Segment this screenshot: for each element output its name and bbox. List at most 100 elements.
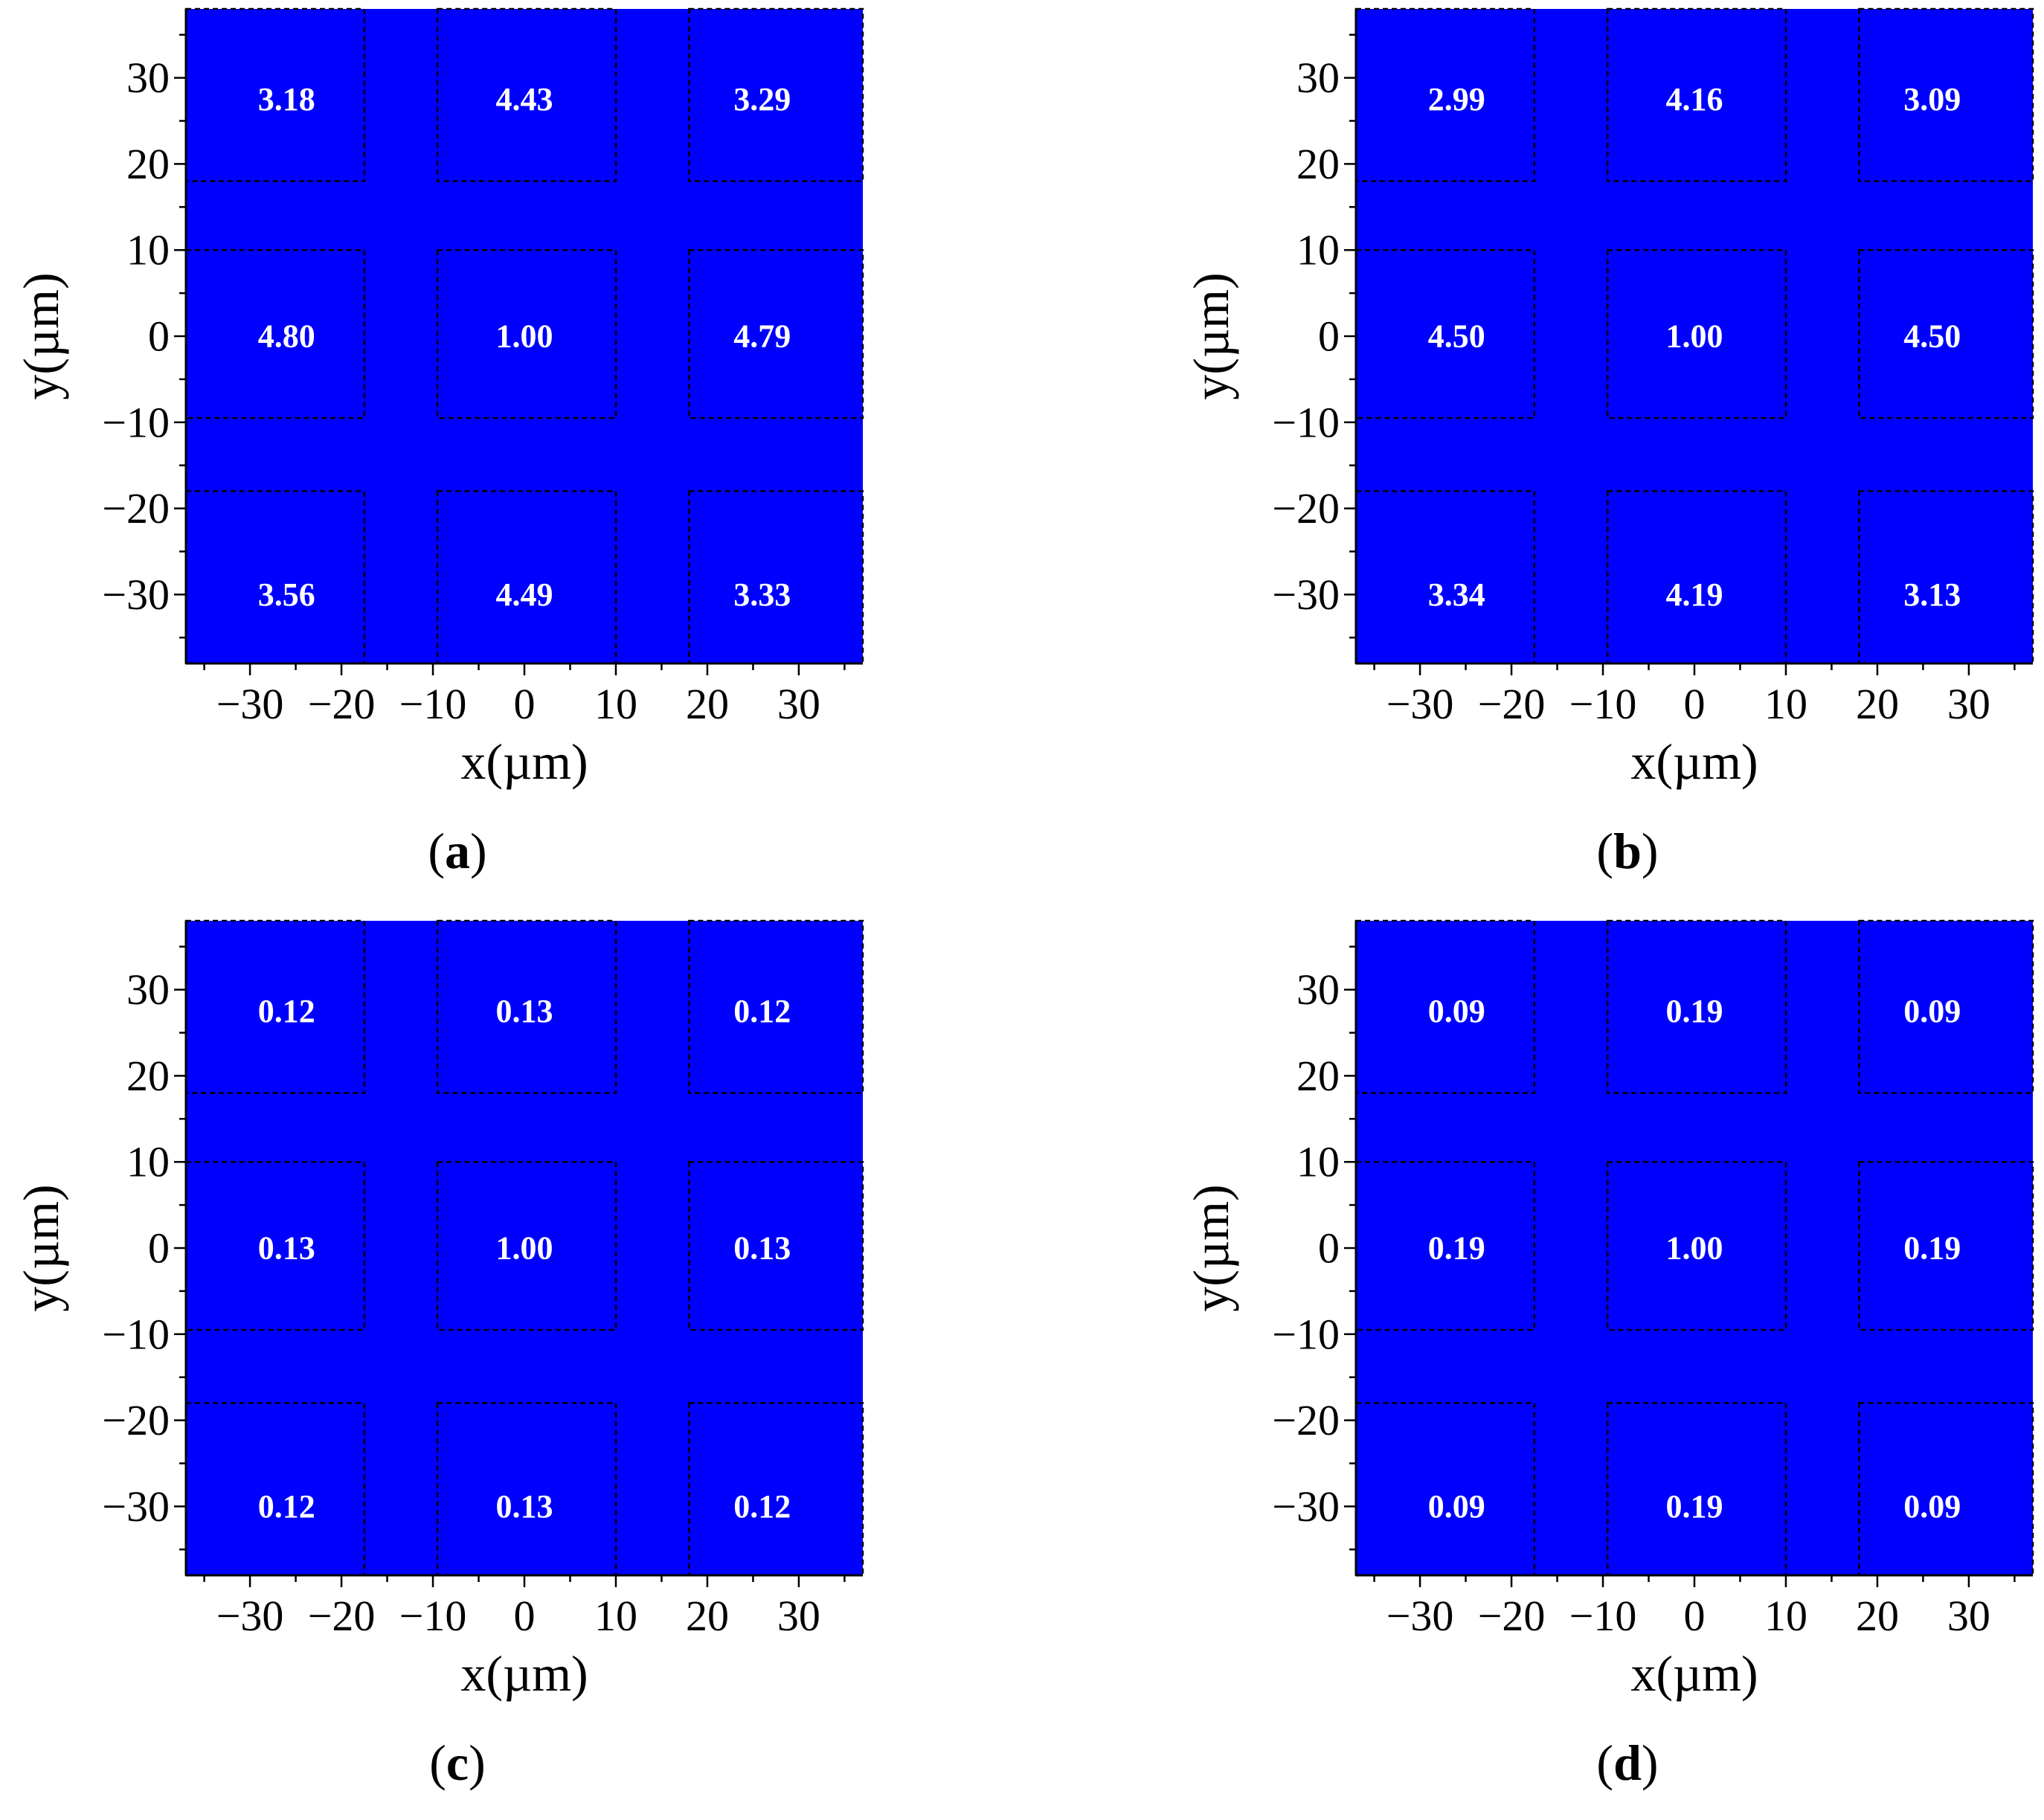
data-label-r2-c1: 4.19 [1666,576,1723,613]
x-tick-label: 10 [1764,680,1807,728]
region-outline-r0-c1 [1606,7,1787,182]
y-tick-label: 20 [1296,140,1340,188]
data-label-r0-c1: 4.43 [496,81,553,118]
caption-letter: a [445,823,470,879]
x-axis-title: x(µm) [460,733,588,790]
region-outline-r0-c0 [1354,7,1536,182]
x-tick-label: 0 [1684,680,1706,728]
y-tick-label: 20 [126,140,170,188]
y-axis-title: y(µm) [13,1184,69,1311]
x-tick-label: −30 [216,680,284,728]
panel-caption: (c) [429,1734,486,1791]
x-tick-label: 20 [1856,1592,1899,1640]
y-tick-label: −10 [1272,398,1340,446]
plot-area [186,921,863,1575]
panel-c: 0.12 0.13 0.120.13 1.00 0.130.12 0.13 0.12−30−… [13,919,864,1791]
region-outline-r1-c1 [436,1160,617,1331]
region-outline-r0-c0 [1354,919,1536,1094]
y-tick-label: −30 [102,1482,170,1531]
y-tick-label: −20 [102,1396,170,1444]
x-tick-label: 10 [594,680,637,728]
plot-area [186,9,863,663]
data-label-r2-c0: 0.12 [258,1488,315,1525]
caption-close-paren: ) [470,823,487,879]
x-tick-label: −30 [216,1592,284,1640]
data-label-r2-c1: 0.19 [1666,1488,1723,1525]
x-tick-label: 20 [1856,680,1899,728]
x-tick-label: 30 [1947,680,1990,728]
x-tick-label: −10 [399,680,467,728]
data-label-r2-c0: 3.34 [1428,576,1485,613]
y-axis-title: y(µm) [1183,272,1239,399]
data-label-r1-c0: 4.50 [1428,318,1485,355]
region-outline-r0-c1 [1606,919,1787,1094]
data-label-r2-c2: 3.33 [733,576,791,613]
region-outline-r1-c1 [436,248,617,419]
y-tick-label: 0 [1318,1224,1340,1273]
data-label-r1-c1: 1.00 [1666,1230,1723,1267]
data-label-r1-c0: 4.80 [258,318,315,355]
region-outline-r1-c1 [1606,248,1787,419]
panel-b: 2.99 4.16 3.094.50 1.00 4.503.34 4.19 3.13−30−… [1183,7,2034,879]
panel-caption: (d) [1596,1734,1658,1791]
data-label-r0-c2: 0.12 [733,993,791,1029]
panel-a: 3.18 4.43 3.294.80 1.00 4.793.56 4.49 3.33−30−… [13,7,864,879]
x-tick-label: 20 [686,680,729,728]
y-tick-label: 0 [148,312,170,361]
region-outline-r0-c0 [184,919,366,1094]
y-tick-label: −20 [102,484,170,533]
region-outline-r0-c2 [688,919,864,1094]
x-tick-label: −30 [1386,680,1454,728]
caption-letter: d [1613,1734,1642,1791]
plot-area [1356,9,2033,663]
data-label-r2-c2: 3.13 [1903,576,1961,613]
y-tick-label: 20 [126,1052,170,1100]
x-tick-label: −20 [1478,680,1546,728]
x-axis-title: x(µm) [460,1645,588,1702]
data-label-r1-c2: 4.50 [1903,318,1961,355]
caption-open-paren: ( [1596,1734,1613,1791]
region-outline-r0-c1 [436,919,617,1094]
caption-close-paren: ) [1642,823,1659,879]
x-tick-label: −10 [1569,1592,1637,1640]
data-label-r0-c2: 3.09 [1903,81,1961,118]
data-label-r2-c2: 0.09 [1903,1488,1961,1525]
y-tick-label: 10 [126,1138,170,1186]
x-tick-label: 10 [1764,1592,1807,1640]
caption-letter: b [1613,823,1642,879]
y-axis-title: y(µm) [1183,1184,1239,1311]
caption-close-paren: ) [469,1734,486,1791]
y-tick-label: 30 [1296,54,1340,102]
region-outline-r1-c2 [1858,1160,2034,1331]
data-label-r0-c2: 0.09 [1903,993,1961,1029]
caption-close-paren: ) [1642,1734,1659,1791]
y-tick-label: 0 [148,1224,170,1273]
x-tick-label: 30 [777,1592,820,1640]
x-tick-label: −10 [1569,680,1637,728]
y-axis-title: y(µm) [13,272,69,399]
data-label-r0-c1: 0.19 [1666,993,1723,1029]
region-outline-r0-c1 [436,7,617,182]
data-label-r1-c2: 4.79 [733,318,791,355]
data-label-r0-c0: 2.99 [1428,81,1485,118]
region-outline-r1-c2 [688,248,864,419]
x-axis-title: x(µm) [1630,1645,1758,1702]
region-outline-r1-c2 [688,1160,864,1331]
y-tick-label: 30 [126,54,170,102]
region-outline-r0-c2 [1858,919,2034,1094]
x-axis-title: x(µm) [1630,733,1758,790]
caption-open-paren: ( [428,823,445,879]
data-label-r0-c0: 0.12 [258,993,315,1029]
data-label-r0-c1: 0.13 [496,993,553,1029]
data-label-r0-c1: 4.16 [1666,81,1723,118]
x-tick-label: 10 [594,1592,637,1640]
panel-caption: (b) [1596,823,1658,879]
y-tick-label: 30 [126,965,170,1014]
y-tick-label: −10 [102,1310,170,1358]
panel-d: 0.09 0.19 0.090.19 1.00 0.190.09 0.19 0.09−30−… [1183,919,2034,1791]
data-label-r1-c1: 1.00 [496,1230,553,1267]
data-label-r0-c0: 0.09 [1428,993,1485,1029]
data-label-r2-c1: 4.49 [496,576,553,613]
y-tick-label: −10 [1272,1310,1340,1358]
